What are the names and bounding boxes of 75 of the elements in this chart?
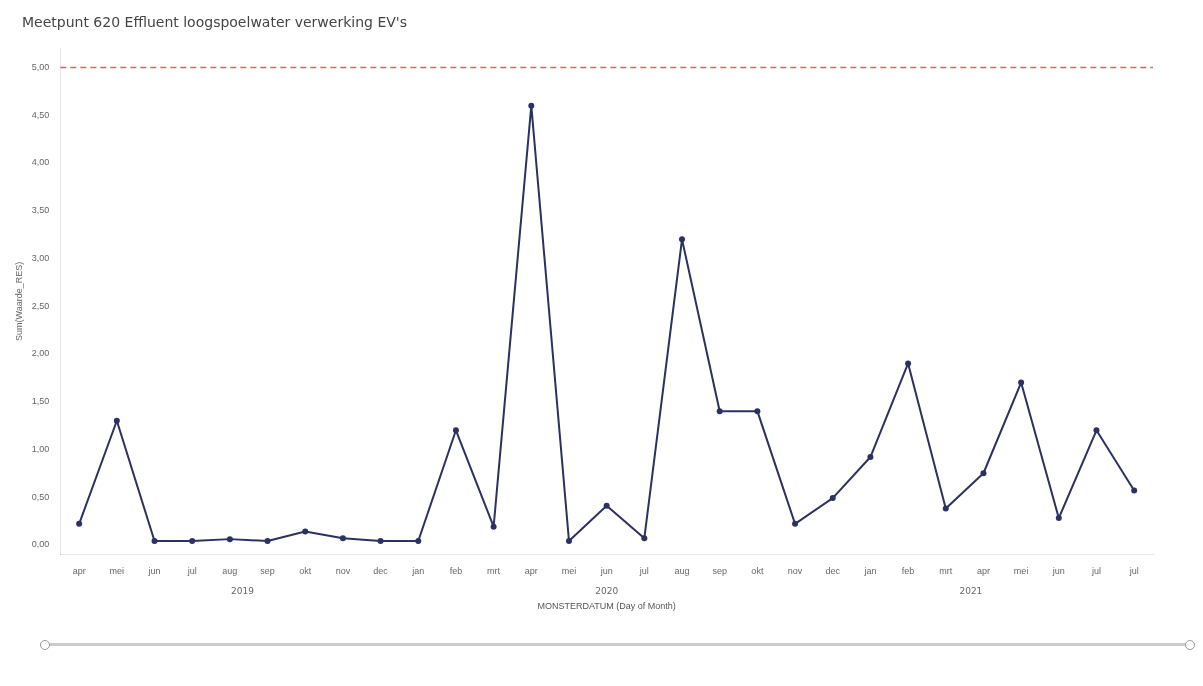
point (716, 408, 723, 415)
x-tick-label: aug (674, 566, 690, 577)
point (1055, 515, 1062, 522)
x-tick-label: apr (72, 566, 86, 577)
chart-title: Meetpunt 620 Effluent loogspoelwater verwerking EV's (22, 14, 407, 30)
y-tick-label: 4,00 (31, 157, 50, 168)
point (528, 102, 535, 109)
x-tick-label: nov (787, 566, 803, 577)
x-tick-label: mrt (487, 566, 501, 577)
point (792, 520, 799, 527)
point (490, 523, 497, 530)
x-tick-label: apr (524, 566, 538, 577)
x-tick-label: sep (712, 566, 727, 577)
x-tick-label: mei (1013, 566, 1029, 577)
y-tick-label: 0,50 (31, 491, 50, 502)
x-tick-label: feb (449, 566, 463, 577)
point (980, 470, 987, 477)
point (76, 520, 83, 527)
y-tick-label: 3,00 (31, 252, 50, 263)
point (641, 535, 648, 542)
x-tick-label: jul (638, 566, 649, 577)
x-tick-label: jun (147, 566, 161, 577)
text: 2020 (595, 586, 619, 596)
y-tick-label: 2,00 (31, 348, 50, 359)
point (113, 417, 120, 424)
x-tick-label: sep (260, 566, 275, 577)
point (603, 502, 610, 509)
x-tick-label: nov (335, 566, 351, 577)
y-tick-label: 3,50 (31, 205, 50, 216)
x-tick-label: mei (561, 566, 577, 577)
point (339, 535, 346, 542)
point (679, 236, 686, 243)
x-tick-label: jul (1090, 566, 1101, 577)
y-tick-label: 0,00 (31, 539, 50, 550)
y-tick-label: 5,00 (31, 61, 50, 72)
y-axis-title: Sum(Waarde_RES) (13, 261, 24, 341)
text: 2021 (959, 586, 983, 596)
x-tick-label: jan (863, 566, 877, 577)
point (565, 538, 572, 545)
y-tick-label: 1,00 (31, 443, 50, 454)
x-tick-label: dec (373, 566, 389, 577)
point (905, 360, 912, 367)
x-axis-title: MONSTERDATUM (Day of Month) (537, 601, 676, 612)
x-tick-label: jun (1051, 566, 1065, 577)
x-tick-label: apr (976, 566, 990, 577)
point (452, 427, 459, 434)
x-tick-label: aug (222, 566, 238, 577)
x-tick-label: okt (751, 566, 764, 577)
y-tick-label: 2,50 (31, 300, 50, 311)
point (377, 538, 384, 545)
x-tick-label: jan (411, 566, 425, 577)
point (264, 538, 271, 545)
point (302, 528, 309, 535)
x-tick-label: mei (109, 566, 125, 577)
point (1018, 379, 1025, 386)
point (151, 538, 158, 545)
point (829, 495, 836, 502)
point (1093, 427, 1100, 434)
point (942, 505, 949, 512)
x-tick-label: dec (825, 566, 841, 577)
x-tick-label: okt (299, 566, 312, 577)
x-tick-label: mrt (939, 566, 953, 577)
x-tick-label: jul (1128, 566, 1139, 577)
point (867, 454, 874, 461)
x-tick-label: jun (599, 566, 613, 577)
y-tick-label: 1,50 (31, 396, 50, 407)
x-tick-label: feb (901, 566, 915, 577)
point (1131, 487, 1138, 494)
y-tick-label: 4,50 (31, 109, 50, 120)
point (415, 538, 422, 545)
text: 2019 (230, 586, 255, 596)
x-tick-label: jul (186, 566, 197, 577)
point (189, 538, 196, 545)
point (754, 408, 761, 415)
point (226, 536, 233, 543)
